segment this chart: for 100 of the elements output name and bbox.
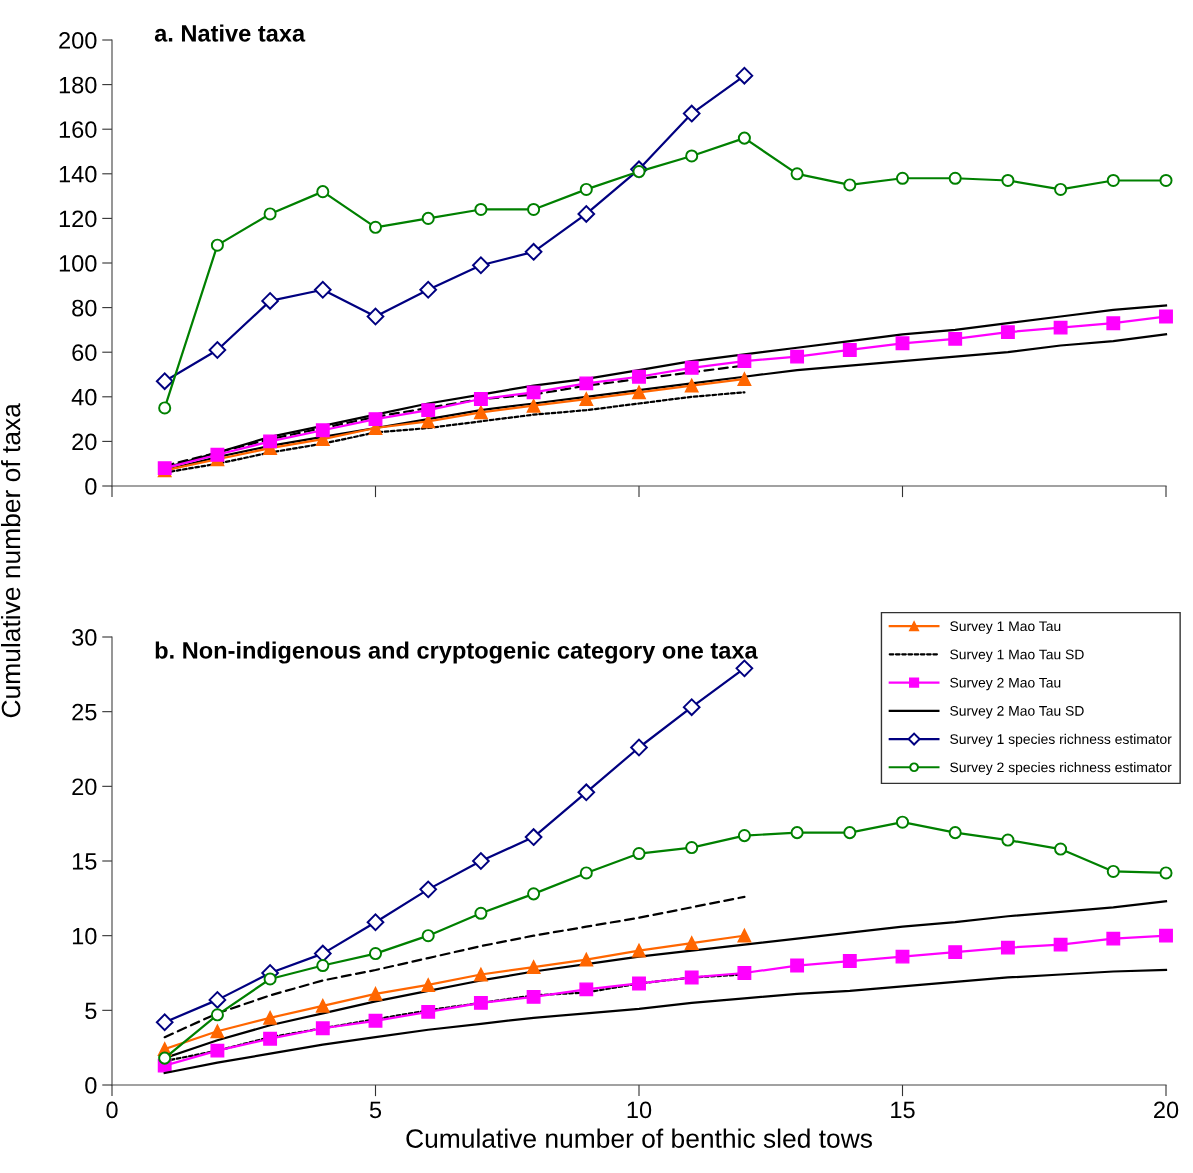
point [684, 936, 699, 951]
y-tick-label: 100 [59, 255, 97, 272]
point [895, 171, 910, 185]
point [684, 378, 699, 393]
point [790, 826, 804, 840]
point [737, 966, 752, 980]
y-tick-label: 20 [72, 778, 97, 796]
point [632, 976, 646, 991]
point [790, 349, 805, 364]
y-tick-label: 0 [85, 478, 97, 495]
chart-title: a. Native taxa [154, 24, 306, 42]
point [316, 185, 330, 199]
point [577, 205, 596, 223]
y-tick-label: 200 [59, 32, 97, 49]
y-tick-label: 180 [59, 76, 97, 94]
point [315, 998, 330, 1013]
point [579, 376, 594, 391]
point [790, 958, 805, 973]
point [685, 149, 699, 163]
point [208, 991, 227, 1009]
point [421, 929, 435, 943]
point [263, 207, 277, 221]
point [527, 887, 541, 901]
point [210, 1024, 225, 1039]
x-tick-label: 5 [369, 1101, 382, 1119]
point [1000, 940, 1015, 955]
point [474, 202, 488, 217]
point [790, 167, 804, 181]
point [474, 906, 488, 920]
point [682, 104, 701, 123]
point [419, 280, 438, 299]
y-tick-label: 60 [72, 344, 97, 361]
y-tick-label: 10 [72, 927, 97, 945]
point [419, 880, 438, 899]
x-tick-label: 15 [891, 1101, 915, 1119]
point [1001, 173, 1015, 188]
point [948, 331, 963, 346]
point [1053, 320, 1068, 335]
point [632, 943, 646, 958]
point [632, 385, 646, 400]
point [473, 392, 488, 406]
y-tick-label: 160 [59, 121, 97, 138]
point [368, 986, 383, 1001]
point [316, 959, 330, 973]
point [632, 847, 646, 861]
chart-title: b. Non-indigenous and cryptogenic category one taxa [155, 641, 758, 664]
point [421, 403, 436, 418]
point [263, 1010, 278, 1025]
point [263, 1031, 278, 1046]
point [895, 815, 910, 829]
y-tick-label: 80 [72, 299, 97, 317]
point [263, 434, 278, 449]
point [155, 1013, 174, 1032]
y-tick-label: 5 [85, 1002, 97, 1020]
point [630, 738, 648, 757]
point [315, 1021, 330, 1036]
point [210, 238, 224, 252]
point [473, 995, 488, 1010]
point [315, 423, 330, 438]
point [843, 178, 857, 192]
point [366, 913, 385, 932]
point [684, 360, 699, 375]
point [1106, 931, 1121, 946]
y-tick-label: 40 [71, 388, 97, 406]
y-tick-label: 0 [85, 1077, 97, 1094]
y-tick-label: 15 [72, 853, 97, 870]
x-tick-label: 20 [1154, 1101, 1179, 1119]
point [526, 989, 541, 1004]
point [368, 947, 383, 961]
point [1159, 866, 1173, 880]
point [1106, 173, 1120, 188]
point [1000, 325, 1015, 340]
point [579, 866, 593, 880]
point [948, 945, 963, 960]
point [524, 828, 543, 846]
point [473, 967, 488, 982]
point [1159, 309, 1173, 324]
point [895, 336, 910, 351]
legend-label: Survey 2 Mao Tau SD [950, 705, 1084, 719]
point [579, 392, 594, 406]
point [472, 256, 490, 275]
legend-label: Survey 2 Mao Tau [950, 677, 1061, 691]
point [1106, 316, 1121, 331]
point [737, 131, 751, 145]
point [158, 1051, 172, 1065]
point [210, 1008, 224, 1022]
point [842, 343, 857, 357]
y-tick-label: 25 [72, 703, 97, 721]
x-tick-label: 0 [106, 1101, 118, 1119]
point [421, 1004, 436, 1019]
line-series [163, 895, 746, 1039]
point [1001, 833, 1015, 847]
y-tick-label: 30 [72, 629, 97, 646]
point [579, 952, 594, 967]
point [526, 385, 541, 400]
point [895, 949, 910, 964]
point [368, 412, 383, 427]
point [1159, 928, 1173, 943]
point [948, 826, 962, 840]
point [842, 954, 857, 968]
